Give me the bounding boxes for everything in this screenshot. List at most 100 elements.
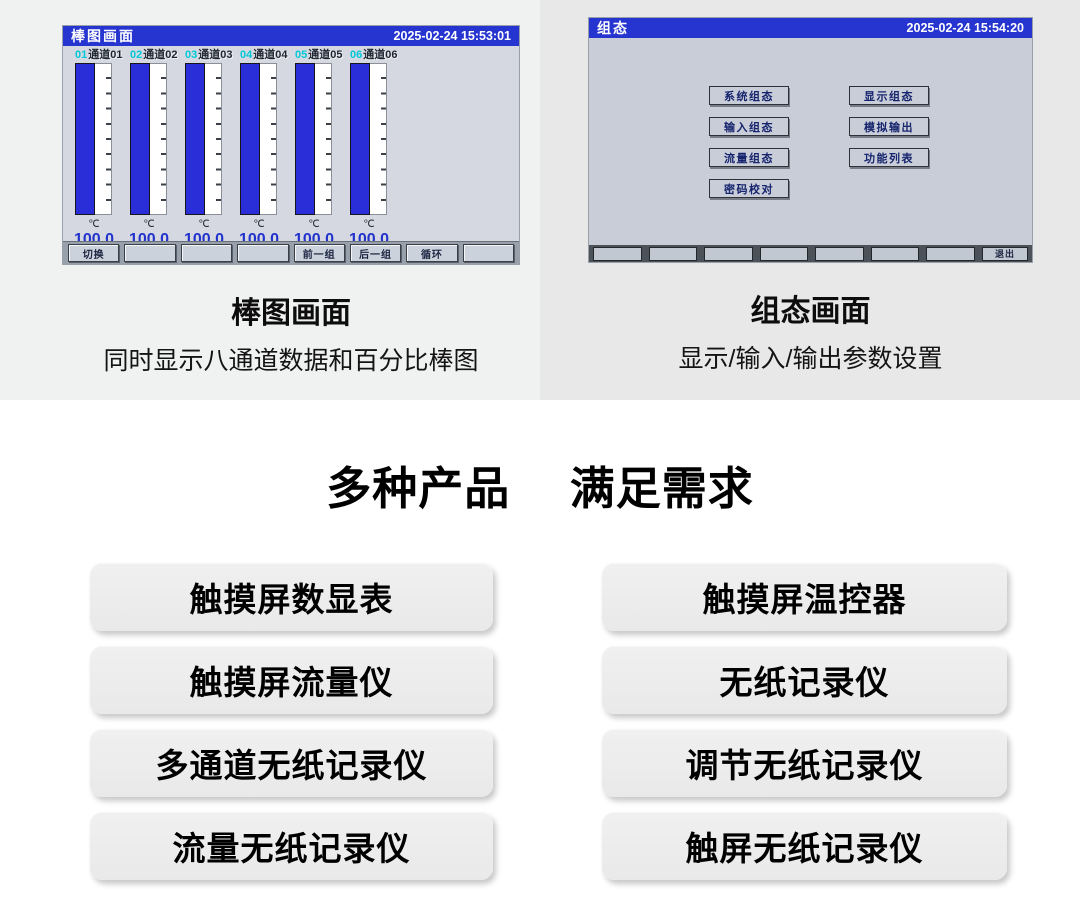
menu-button-流量组态[interactable]: 流量组态 [709, 148, 789, 167]
channel-label: 01通道01 [75, 48, 130, 62]
softkey-blank [180, 244, 233, 262]
channel-number: 01 [75, 49, 88, 61]
channel-03: 03通道03 ℃ 100.0 [184, 48, 240, 249]
softkey-blank [759, 246, 809, 261]
softkey-blank [815, 246, 864, 261]
bar-screen-title: 棒图画面 [71, 28, 135, 44]
channel-name: 通道05 [308, 49, 343, 61]
config-screen: 组态 2025-02-24 15:54:20 系统组态输入组态流量组态密码校对 显… [588, 17, 1033, 263]
bar-screen-timestamp: 2025-02-24 15:53:01 [393, 29, 511, 43]
channel-label: 06通道06 [350, 48, 405, 62]
menu-button-显示组态[interactable]: 显示组态 [849, 86, 929, 105]
bar-chart-screen: 棒图画面 2025-02-24 15:53:01 01通道01 ℃ 100.0 02通… [62, 25, 520, 265]
channel-scale [95, 63, 112, 215]
channel-number: 04 [240, 49, 253, 61]
panel-bar-screen: 棒图画面 2025-02-24 15:53:01 01通道01 ℃ 100.0 02通… [0, 0, 540, 400]
softkey-前一组[interactable]: 前一组 [293, 244, 345, 262]
config-screen-softkey-bar: 退出 [589, 245, 1032, 262]
softkey-blank [926, 246, 976, 261]
bottom-section: 多种产品 满足需求 触摸屏数显表 触摸屏温控器触摸屏流量仪 无纸记录仪多通道无纸记录… [0, 452, 1080, 880]
config-menu-area: 系统组态输入组态流量组态密码校对 显示组态模拟输出功能列表 [589, 38, 1032, 247]
channel-unit: ℃ [253, 219, 265, 230]
channel-unit: ℃ [88, 219, 100, 230]
channel-bar-gauge [75, 63, 130, 215]
product-button-触摸屏数显表[interactable]: 触摸屏数显表 [90, 563, 493, 631]
channel-name: 通道02 [143, 49, 178, 61]
product-button-无纸记录仪[interactable]: 无纸记录仪 [602, 646, 1007, 714]
channel-unit: ℃ [143, 219, 155, 230]
channel-unit: ℃ [308, 219, 320, 230]
caption-subtitle: 同时显示八通道数据和百分比棒图 [103, 347, 479, 375]
config-screen-titlebar: 组态 2025-02-24 15:54:20 [589, 18, 1032, 38]
product-button-多通道无纸记录仪[interactable]: 多通道无纸记录仪 [90, 729, 493, 797]
channel-scale [315, 63, 332, 215]
product-button-触摸屏流量仪[interactable]: 触摸屏流量仪 [90, 646, 493, 714]
channel-04: 04通道04 ℃ 100.0 [239, 48, 295, 249]
config-screen-caption: 组态画面 显示/输入/输出参数设置 [588, 286, 1033, 375]
channel-bar-gauge [185, 63, 240, 215]
channel-scale [150, 63, 167, 215]
product-button-触屏无纸记录仪[interactable]: 触屏无纸记录仪 [602, 812, 1007, 880]
softkey-切换[interactable]: 切换 [68, 244, 120, 262]
page-title: 多种产品 满足需求 [326, 463, 754, 514]
channel-bar [130, 63, 150, 215]
channel-number: 05 [295, 49, 308, 61]
product-button-流量无纸记录仪[interactable]: 流量无纸记录仪 [90, 812, 493, 880]
channel-label: 03通道03 [185, 48, 240, 62]
bar-screen-titlebar: 棒图画面 2025-02-24 15:53:01 [63, 26, 519, 46]
channel-bar [350, 63, 370, 215]
exit-button[interactable]: 退出 [982, 246, 1029, 261]
channel-05: 05通道05 ℃ 100.0 [294, 48, 350, 249]
softkey-后一组[interactable]: 后一组 [349, 244, 402, 262]
channel-label: 04通道04 [240, 48, 295, 62]
config-screen-title: 组态 [597, 20, 629, 36]
channel-bars-area: 01通道01 ℃ 100.0 02通道02 ℃ 100.0 03通道03 ℃ 100.0 04通道… [63, 46, 519, 249]
channel-name: 通道04 [253, 49, 288, 61]
bar-screen-softkey-bar: 切换 前一组 后一组 循环 [63, 241, 519, 264]
channel-label: 02通道02 [130, 48, 185, 62]
menu-button-功能列表[interactable]: 功能列表 [849, 148, 929, 167]
config-screen-timestamp: 2025-02-24 15:54:20 [906, 21, 1024, 35]
channel-scale [205, 63, 222, 215]
caption-subtitle: 显示/输入/输出参数设置 [678, 345, 943, 373]
channel-bar-gauge [240, 63, 295, 215]
channel-number: 06 [350, 49, 363, 61]
product-button-调节无纸记录仪[interactable]: 调节无纸记录仪 [602, 729, 1007, 797]
channel-bar [185, 63, 205, 215]
channel-bar-gauge [130, 63, 185, 215]
softkey-blank [870, 246, 920, 261]
softkey-循环[interactable]: 循环 [406, 244, 458, 262]
channel-bar [240, 63, 260, 215]
channel-bar [75, 63, 95, 215]
channel-bar-gauge [350, 63, 405, 215]
caption-title: 组态画面 [750, 295, 871, 328]
channel-bar [295, 63, 315, 215]
softkey-blank [648, 246, 698, 261]
menu-button-输入组态[interactable]: 输入组态 [709, 117, 789, 136]
channel-unit: ℃ [198, 219, 210, 230]
bar-screen-caption: 棒图画面 同时显示八通道数据和百分比棒图 [62, 288, 520, 377]
channel-name: 通道03 [198, 49, 233, 61]
channel-scale [370, 63, 387, 215]
menu-button-密码校对[interactable]: 密码校对 [709, 179, 789, 198]
product-button-触摸屏温控器[interactable]: 触摸屏温控器 [602, 563, 1007, 631]
channel-unit: ℃ [363, 219, 375, 230]
channel-01: 01通道01 ℃ 100.0 [74, 48, 130, 249]
channel-bar-gauge [295, 63, 350, 215]
softkey-blank [237, 244, 289, 262]
channel-name: 通道01 [88, 49, 123, 61]
product-grid: 触摸屏数显表 触摸屏温控器触摸屏流量仪 无纸记录仪多通道无纸记录仪 调节无纸记录仪流量… [90, 563, 1007, 880]
channel-06: 06通道06 ℃ 100.0 [349, 48, 405, 249]
channel-number: 03 [185, 49, 198, 61]
menu-button-系统组态[interactable]: 系统组态 [709, 86, 789, 105]
panel-config-screen: 组态 2025-02-24 15:54:20 系统组态 输入组态 流量组态 密码校对显… [540, 0, 1080, 400]
channel-label: 05通道05 [295, 48, 350, 62]
top-section: 棒图画面 2025-02-24 15:53:01 01通道01 ℃ 100.0 02通… [0, 0, 1080, 400]
softkey-blank [593, 246, 642, 261]
channel-scale [260, 63, 277, 215]
channel-name: 通道06 [363, 49, 398, 61]
menu-button-模拟输出[interactable]: 模拟输出 [849, 117, 929, 136]
caption-title: 棒图画面 [231, 297, 351, 330]
softkey-blank [462, 244, 514, 262]
channel-number: 02 [130, 49, 143, 61]
